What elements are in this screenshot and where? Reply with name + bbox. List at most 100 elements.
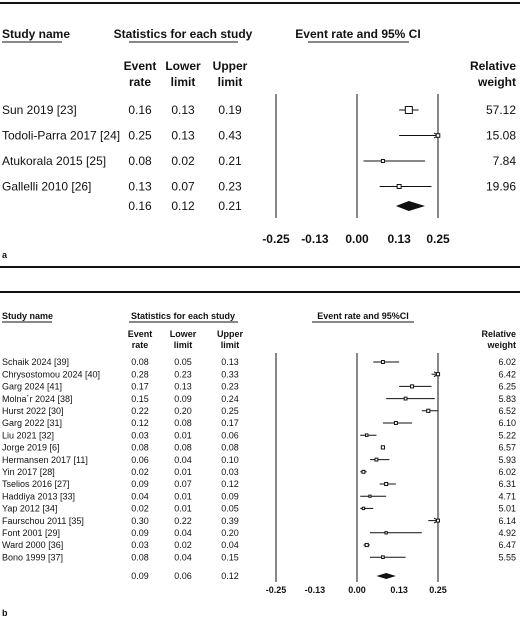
event-rate-value: 0.06 <box>131 455 149 465</box>
lower-limit-value: 0.08 <box>174 443 192 453</box>
lower-limit-value: 0.04 <box>174 455 192 465</box>
upper-limit-header-line2: limit <box>218 75 243 89</box>
lower-limit-value: 0.13 <box>171 129 195 143</box>
forest-plot-panel-b: Study name Statistics for each study Event… <box>0 292 520 621</box>
relative-weight-value: 6.02 <box>498 467 516 477</box>
study-name: Sun 2019 [23] <box>2 103 77 117</box>
point-estimate-box <box>364 542 369 548</box>
panel-label: b <box>2 608 8 618</box>
upper-limit-value: 0.39 <box>221 516 239 526</box>
x-tick-label: 0.13 <box>387 232 411 246</box>
x-tick-label: -0.13 <box>305 585 326 595</box>
lower-limit-value: 0.23 <box>174 369 192 379</box>
study-name: Chrysostomou 2024 [40] <box>2 369 100 379</box>
point-estimate-box <box>403 396 408 401</box>
study-name: Molna´r 2024 [38] <box>2 394 73 404</box>
x-tick-label: -0.13 <box>301 232 329 246</box>
upper-limit-value: 0.10 <box>221 455 239 465</box>
point-estimate-box <box>435 133 441 138</box>
upper-limit-value: 0.21 <box>218 154 242 168</box>
event-rate-value: 0.08 <box>131 552 149 562</box>
study-name: Liu 2021 [32] <box>2 430 54 440</box>
pooled-lower-limit: 0.12 <box>171 199 195 213</box>
separator-rule <box>0 266 520 268</box>
lower-limit-value: 0.08 <box>174 418 192 428</box>
relative-weight-value: 6.10 <box>498 418 516 428</box>
point-estimate-box <box>426 408 431 413</box>
point-estimate-box <box>404 106 413 114</box>
upper-limit-value: 0.25 <box>221 406 239 416</box>
event-rate-value: 0.09 <box>131 479 149 489</box>
forest-plot-panel-a: Study name Statistics for each study Event… <box>0 0 520 262</box>
event-rate-value: 0.08 <box>131 357 149 367</box>
relative-weight-value: 4.71 <box>498 491 516 501</box>
lower-limit-value: 0.01 <box>174 504 192 514</box>
relative-weight-value: 6.42 <box>498 369 516 379</box>
relative-weight-header-line2: weight <box>487 340 517 350</box>
point-estimate-box <box>396 184 402 189</box>
relative-weight-value: 15.08 <box>486 129 516 143</box>
event-rate-value: 0.25 <box>128 129 152 143</box>
upper-limit-value: 0.04 <box>221 540 239 550</box>
upper-limit-value: 0.12 <box>221 479 239 489</box>
relative-weight-header-line1: Relative <box>470 59 516 73</box>
point-estimate-box <box>393 421 398 425</box>
pooled-event-rate: 0.09 <box>131 571 149 581</box>
relative-weight-value: 5.55 <box>498 552 516 562</box>
relative-weight-value: 57.12 <box>486 103 516 117</box>
upper-limit-value: 0.06 <box>221 430 239 440</box>
relative-weight-header-line2: weight <box>477 75 516 89</box>
lower-limit-value: 0.13 <box>171 103 195 117</box>
relative-weight-value: 5.83 <box>498 394 516 404</box>
study-name: Hurst 2022 [30] <box>2 406 64 416</box>
relative-weight-value: 4.92 <box>498 528 516 538</box>
plot-header: Event rate and 95%CI <box>317 311 409 321</box>
upper-limit-value: 0.17 <box>221 418 239 428</box>
point-estimate-box <box>384 531 388 535</box>
pooled-diamond <box>395 201 426 211</box>
point-estimate-box <box>380 360 385 364</box>
point-estimate-box <box>364 433 369 437</box>
study-name-header: Study name <box>2 27 70 41</box>
pooled-upper-limit: 0.12 <box>221 571 239 581</box>
point-estimate-box <box>380 159 385 163</box>
lower-limit-value: 0.02 <box>174 540 192 550</box>
event-rate-value: 0.16 <box>128 103 152 117</box>
event-rate-value: 0.08 <box>128 154 152 168</box>
statistics-header: Statistics for each study <box>131 311 235 321</box>
upper-limit-value: 0.23 <box>218 180 242 194</box>
top-rule <box>0 2 520 4</box>
lower-limit-value: 0.01 <box>174 491 192 501</box>
lower-limit-value: 0.20 <box>174 406 192 416</box>
point-estimate-box <box>374 457 379 462</box>
upper-limit-value: 0.24 <box>221 394 239 404</box>
lower-limit-value: 0.13 <box>174 382 192 392</box>
lower-limit-value: 0.09 <box>174 394 192 404</box>
upper-limit-value: 0.43 <box>218 129 242 143</box>
relative-weight-value: 6.02 <box>498 357 516 367</box>
lower-limit-value: 0.01 <box>174 467 192 477</box>
event-rate-value: 0.08 <box>131 443 149 453</box>
relative-weight-value: 6.47 <box>498 540 516 550</box>
lower-limit-value: 0.02 <box>171 154 195 168</box>
event-rate-header-line1: Event <box>124 59 157 73</box>
study-name: Hermansen 2017 [11] <box>2 455 88 465</box>
lower-limit-value: 0.05 <box>174 357 192 367</box>
plot-header: Event rate and 95% CI <box>295 27 420 41</box>
point-estimate-box <box>436 518 440 523</box>
pooled-event-rate: 0.16 <box>128 199 152 213</box>
x-tick-label: 0.13 <box>390 585 408 595</box>
relative-weight-value: 5.22 <box>498 430 516 440</box>
event-rate-header-line2: rate <box>129 75 151 89</box>
forest-plot-b-svg: Study name Statistics for each study Event… <box>2 311 517 618</box>
upper-limit-value: 0.05 <box>221 504 239 514</box>
point-estimate-box <box>380 445 386 450</box>
event-rate-value: 0.22 <box>131 406 149 416</box>
x-tick-label: 0.25 <box>429 585 447 595</box>
forest-plot-a-svg: Study name Statistics for each study Event… <box>2 27 516 260</box>
point-estimate-box <box>361 469 366 474</box>
relative-weight-value: 5.93 <box>498 455 516 465</box>
relative-weight-value: 6.14 <box>498 516 516 526</box>
study-name: Atukorala 2015 [25] <box>2 154 106 168</box>
upper-limit-value: 0.20 <box>221 528 239 538</box>
